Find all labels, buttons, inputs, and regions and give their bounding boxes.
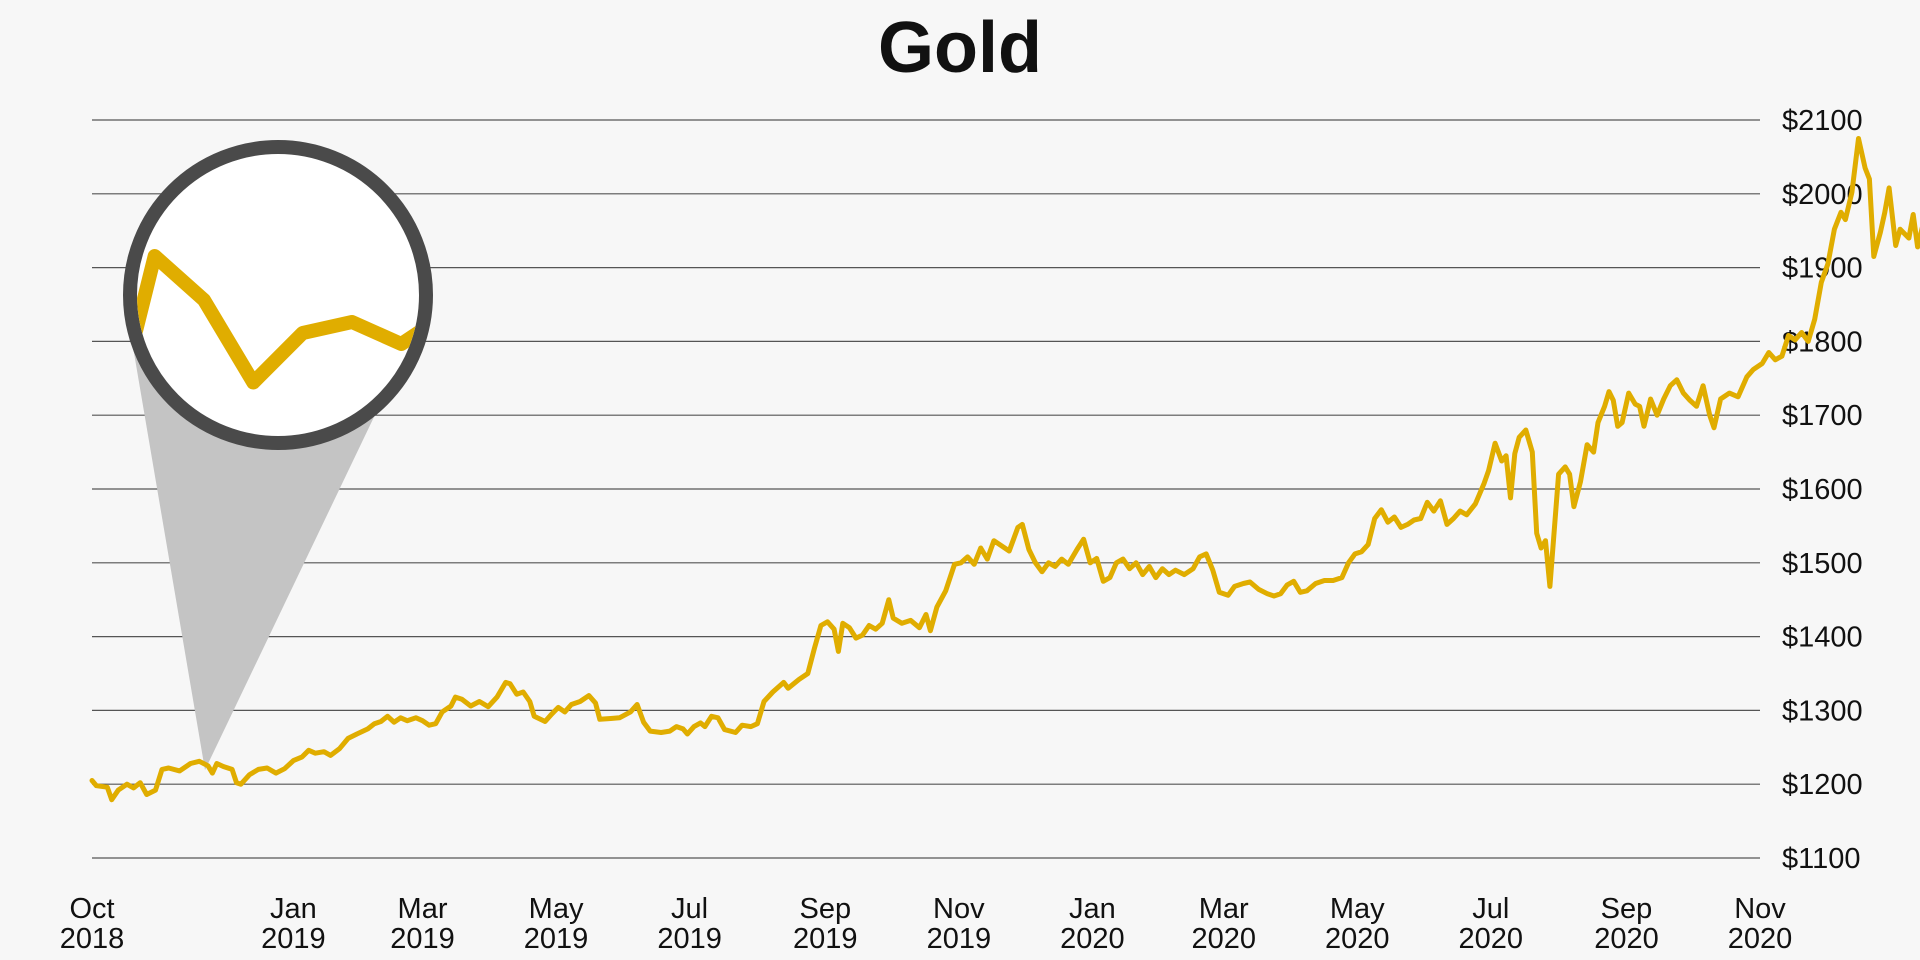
y-tick-label: $1500: [1782, 548, 1863, 580]
x-tick-label: Jan 2020: [1060, 893, 1125, 955]
x-axis-ticks: Oct 2018 Jan 2019 Mar 2019 May 2019 Jul 2019 Sep 20…: [60, 893, 1793, 955]
x-tick-label: Oct 2018: [60, 893, 125, 955]
y-tick-label: $1200: [1782, 769, 1863, 801]
x-tick-label: Mar 2020: [1191, 893, 1256, 955]
y-tick-label: $1300: [1782, 695, 1863, 727]
x-tick-label: Mar 2019: [390, 893, 455, 955]
x-tick-label: Jan 2019: [261, 893, 326, 955]
x-tick-label: Sep 2019: [793, 893, 858, 955]
y-axis-ticks: $1100 $1200 $1300 $1400 $1500 $1600 $1700 $1800…: [1782, 105, 1863, 875]
x-tick-label: May 2020: [1325, 893, 1390, 955]
x-tick-label: Jul 2019: [657, 893, 722, 955]
y-tick-label: $1800: [1782, 326, 1863, 358]
chart-title: Gold: [878, 8, 1042, 88]
x-tick-label: Nov 2019: [927, 893, 992, 955]
magnifier-lens: [123, 140, 433, 450]
x-tick-label: Nov 2020: [1728, 893, 1793, 955]
y-tick-label: $1700: [1782, 400, 1863, 432]
x-tick-label: Jul 2020: [1458, 893, 1523, 955]
x-tick-label: May 2019: [524, 893, 589, 955]
y-tick-label: $1400: [1782, 622, 1863, 654]
x-tick-label: Sep 2020: [1594, 893, 1659, 955]
y-tick-label: $2100: [1782, 105, 1863, 137]
magnifier-callout: [123, 140, 433, 770]
gold-price-line: [89, 136, 1920, 803]
magnified-line: [137, 249, 419, 390]
y-tick-label: $1100: [1782, 843, 1861, 875]
series-layer: [89, 136, 1920, 803]
y-tick-label: $1600: [1782, 474, 1863, 506]
